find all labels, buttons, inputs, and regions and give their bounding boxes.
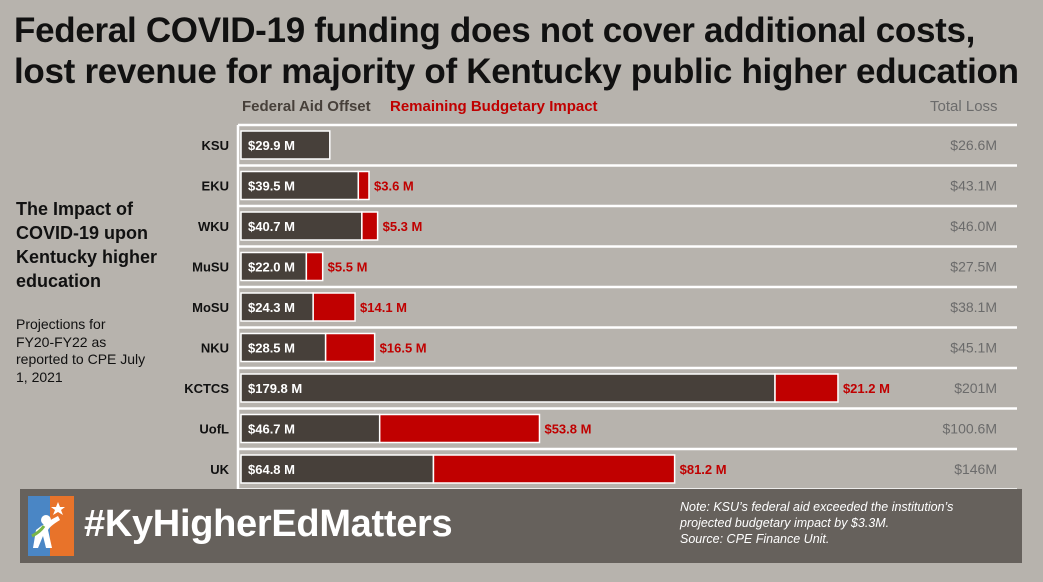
data-label-remaining-impact: $81.2 M [680,462,727,477]
total-loss-value: $45.1M [950,340,997,356]
legend-federal-aid: Federal Aid Offset [242,98,371,115]
data-label-federal-aid: $39.5 M [248,179,295,194]
total-loss-value: $43.1M [950,178,997,194]
chart-title: Federal COVID-19 funding does not cover … [14,10,1034,92]
total-loss-value: $146M [954,461,997,477]
data-label-remaining-impact: $14.1 M [360,300,407,315]
category-label: EKU [202,179,229,194]
category-label: MuSU [192,260,229,275]
total-loss-value: $26.6M [950,137,997,153]
bar-remaining-impact [305,251,324,282]
bar-federal-aid [240,332,327,363]
side-heading: The Impact of COVID-19 upon Kentucky hig… [16,199,158,291]
side-subtext: Projections for FY20-FY22 as reported to… [16,316,146,385]
total-loss-value: $38.1M [950,299,997,315]
data-label-federal-aid: $29.9 M [248,138,295,153]
bar-chart: KSU $29.9 M $26.6M EKU $39.5 M $3.6 M $43.1M WK… [184,123,1017,490]
data-label-federal-aid: $28.5 M [248,341,295,356]
category-label: KCTCS [184,381,229,396]
total-loss-value: $27.5M [950,259,997,275]
bar-federal-aid [240,373,776,403]
bar-remaining-impact [378,413,541,444]
data-label-remaining-impact: $3.6 M [374,179,414,194]
title-line-1: Federal COVID-19 funding does not cover … [14,11,976,50]
data-label-federal-aid: $40.7 M [248,219,295,234]
data-label-remaining-impact: $5.5 M [328,260,368,275]
total-loss-value: $100.6M [943,421,997,437]
bar-federal-aid [240,211,363,241]
total-loss-value: $201M [954,380,997,396]
data-label-federal-aid: $179.8 M [248,381,302,396]
footnote-line-1: Note: KSU’s federal aid exceeded the ins… [680,500,954,514]
data-label-remaining-impact: $21.2 M [843,381,890,396]
hashtag-text: #KyHigherEdMatters [84,503,453,545]
footnote-line-2: projected budgetary impact by $3.3M. [680,516,890,530]
bar-remaining-impact [432,454,676,484]
bar-federal-aid [240,292,314,322]
footer-banner: #KyHigherEdMatters Note: KSU’s federal a… [20,489,1022,563]
bar-federal-aid [240,170,360,201]
bar-federal-aid [240,413,381,444]
legend-remaining-impact: Remaining Budgetary Impact [390,98,598,115]
bar-remaining-impact [357,170,370,201]
category-label: MoSU [192,300,229,315]
category-label: UofL [199,422,229,437]
category-label: UK [210,462,229,477]
kentucky-logo-icon [28,496,74,556]
total-loss-header: Total Loss [930,98,998,115]
bar-federal-aid [240,454,435,484]
footnote: Note: KSU’s federal aid exceeded the ins… [680,499,1010,547]
category-label: KSU [202,138,229,153]
data-label-federal-aid: $24.3 M [248,300,295,315]
category-label: NKU [201,341,229,356]
total-loss-value: $46.0M [950,218,997,234]
data-label-remaining-impact: $53.8 M [544,422,591,437]
bar-remaining-impact [312,292,356,322]
category-label: WKU [198,219,229,234]
bar-remaining-impact [774,373,839,403]
data-label-federal-aid: $46.7 M [248,422,295,437]
footnote-line-3: Source: CPE Finance Unit. [680,532,830,546]
data-label-remaining-impact: $16.5 M [380,341,427,356]
bar-remaining-impact [361,211,379,241]
data-label-federal-aid: $64.8 M [248,462,295,477]
title-line-2: lost revenue for majority of Kentucky pu… [14,52,1019,91]
data-label-federal-aid: $22.0 M [248,260,295,275]
data-label-remaining-impact: $5.3 M [383,219,423,234]
bar-remaining-impact [324,332,376,363]
bar-federal-aid [240,130,331,160]
